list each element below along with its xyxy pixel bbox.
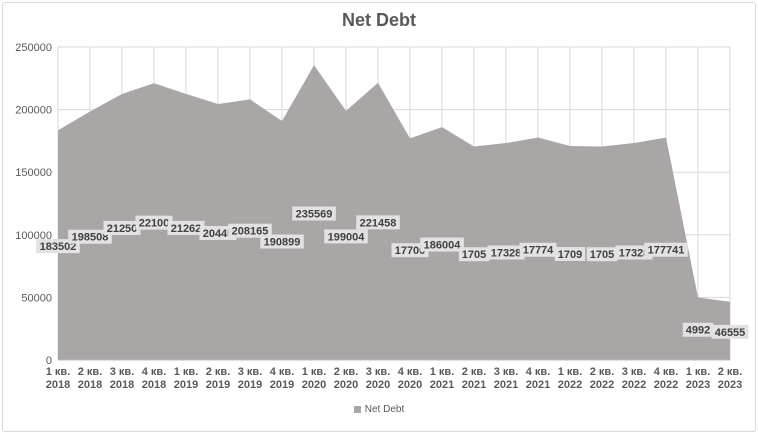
x-tick-label: 1 кв. 2019 bbox=[174, 366, 199, 391]
data-label: 1705 bbox=[590, 249, 614, 261]
data-label: 177741 bbox=[648, 245, 685, 257]
x-tick-label: 3 кв. 2020 bbox=[366, 366, 391, 391]
x-tick-label: 3 кв. 2018 bbox=[110, 366, 135, 391]
data-label: 20445 bbox=[203, 228, 234, 240]
net-debt-area bbox=[58, 65, 730, 360]
data-label-bg bbox=[167, 220, 205, 235]
data-label-bg bbox=[68, 229, 112, 244]
y-tick-label: 200000 bbox=[15, 105, 52, 117]
data-label-bg bbox=[586, 247, 618, 262]
y-tick-label: 250000 bbox=[15, 42, 52, 54]
data-label: 17328 bbox=[491, 248, 522, 260]
data-label-bg bbox=[292, 206, 336, 221]
x-tick-label: 3 кв. 2021 bbox=[494, 366, 519, 391]
data-label-bg bbox=[228, 223, 272, 238]
data-label: 21250 bbox=[107, 223, 138, 235]
x-tick-label: 1 кв. 2023 bbox=[686, 366, 711, 391]
data-label: 183502 bbox=[40, 241, 77, 253]
x-tick-label: 1 кв. 2018 bbox=[46, 366, 71, 391]
data-label-bg bbox=[519, 242, 557, 257]
data-label: 17328 bbox=[619, 248, 650, 260]
x-tick-label: 4 кв. 2020 bbox=[398, 366, 423, 391]
x-tick-label: 4 кв. 2019 bbox=[270, 366, 295, 391]
data-label-bg bbox=[487, 245, 525, 260]
data-label-bg bbox=[356, 215, 400, 230]
data-label: 4992 bbox=[686, 325, 710, 337]
y-tick-label: 0 bbox=[46, 355, 52, 367]
data-label-bg bbox=[420, 237, 464, 252]
data-label-bg bbox=[458, 247, 490, 262]
x-tick-label: 3 кв. 2019 bbox=[238, 366, 263, 391]
data-label: 21262 bbox=[171, 223, 202, 235]
legend-swatch bbox=[353, 405, 361, 413]
y-tick-label: 50000 bbox=[21, 292, 52, 304]
y-tick-label: 150000 bbox=[15, 167, 52, 179]
data-label: 235569 bbox=[296, 209, 333, 221]
data-label: 198508 bbox=[72, 232, 109, 244]
data-label-bg bbox=[260, 234, 304, 249]
data-label: 221458 bbox=[360, 217, 397, 229]
data-label: 17774 bbox=[523, 245, 554, 257]
data-label-bg bbox=[199, 226, 237, 241]
legend-label: Net Debt bbox=[364, 404, 405, 415]
chart-title: Net Debt bbox=[341, 10, 416, 30]
x-tick-label: 1 кв. 2022 bbox=[558, 366, 583, 391]
data-label: 46555 bbox=[715, 327, 746, 339]
data-label-bg bbox=[682, 322, 714, 337]
data-label-bg bbox=[103, 220, 141, 235]
x-tick-label: 4 кв. 2021 bbox=[526, 366, 551, 391]
data-label: 17700 bbox=[395, 245, 426, 257]
data-label: 199004 bbox=[328, 231, 366, 243]
data-label-bg bbox=[554, 247, 586, 262]
legend: Net Debt bbox=[0, 404, 758, 415]
data-label: 186004 bbox=[424, 240, 462, 252]
data-label-bg bbox=[135, 215, 173, 230]
x-tick-label: 2 кв. 2021 bbox=[462, 366, 487, 391]
x-tick-label: 1 кв. 2020 bbox=[302, 366, 327, 391]
x-tick-label: 3 кв. 2022 bbox=[622, 366, 647, 391]
data-label: 208165 bbox=[232, 226, 269, 238]
x-tick-label: 2 кв. 2023 bbox=[718, 366, 743, 391]
x-tick-label: 2 кв. 2018 bbox=[78, 366, 103, 391]
data-label: 190899 bbox=[264, 236, 301, 248]
x-tick-label: 2 кв. 2020 bbox=[334, 366, 359, 391]
x-tick-label: 1 кв. 2021 bbox=[430, 366, 455, 391]
data-label-bg bbox=[644, 242, 688, 257]
data-label-bg bbox=[711, 324, 749, 339]
x-tick-label: 2 кв. 2022 bbox=[590, 366, 615, 391]
x-tick-label: 4 кв. 2018 bbox=[142, 366, 167, 391]
data-label-bg bbox=[615, 245, 653, 260]
data-label-bg bbox=[391, 243, 429, 258]
data-label: 22100 bbox=[139, 218, 170, 230]
data-label: 1705 bbox=[462, 249, 486, 261]
x-tick-label: 4 кв. 2022 bbox=[654, 366, 679, 391]
data-label: 1709 bbox=[558, 249, 582, 261]
y-tick-label: 100000 bbox=[15, 230, 52, 242]
data-label-bg bbox=[324, 229, 368, 244]
x-tick-label: 2 кв. 2019 bbox=[206, 366, 231, 391]
